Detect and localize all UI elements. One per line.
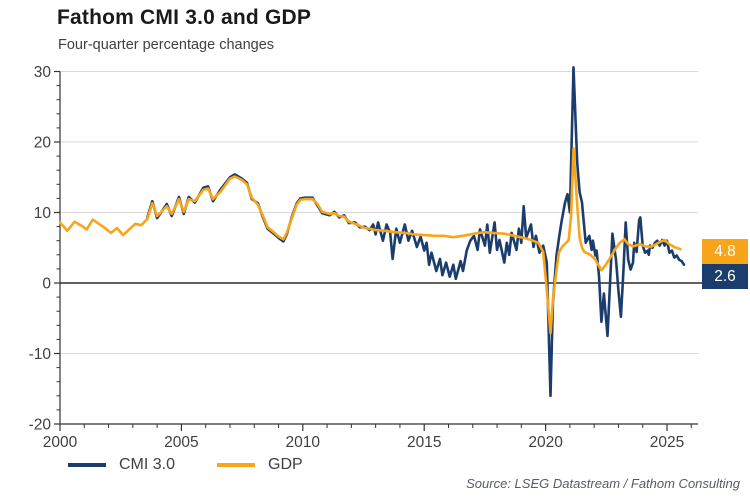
chart-subtitle: Four-quarter percentage changes — [58, 37, 275, 53]
legend: CMI 3.0 GDP — [68, 456, 303, 474]
gdp-end-value-badge: 4.8 — [702, 239, 748, 264]
svg-text:30: 30 — [34, 64, 52, 81]
svg-text:2015: 2015 — [407, 434, 441, 451]
cmi-end-value: 2.6 — [714, 267, 736, 285]
cmi-end-value-badge: 2.6 — [702, 264, 748, 289]
svg-text:2000: 2000 — [43, 434, 78, 451]
svg-text:2025: 2025 — [650, 434, 684, 451]
svg-text:2005: 2005 — [164, 434, 198, 451]
svg-text:-20: -20 — [29, 417, 52, 434]
legend-label-cmi: CMI 3.0 — [119, 456, 176, 473]
svg-text:2020: 2020 — [528, 434, 563, 451]
svg-text:2010: 2010 — [286, 434, 321, 451]
cmi-line-swatch — [68, 463, 106, 467]
svg-text:-10: -10 — [29, 346, 52, 363]
gdp-line-swatch — [217, 463, 256, 467]
source-note: Source: LSEG Datastream / Fathom Consult… — [466, 476, 740, 491]
legend-label-gdp: GDP — [268, 456, 303, 473]
legend-item-gdp: GDP — [217, 456, 303, 474]
gdp-end-value: 4.8 — [714, 242, 736, 260]
legend-item-cmi: CMI 3.0 — [68, 456, 175, 474]
chart-title: Fathom CMI 3.0 and GDP — [57, 6, 312, 29]
svg-text:0: 0 — [42, 276, 51, 293]
svg-text:20: 20 — [34, 135, 52, 152]
svg-text:10: 10 — [34, 205, 52, 222]
